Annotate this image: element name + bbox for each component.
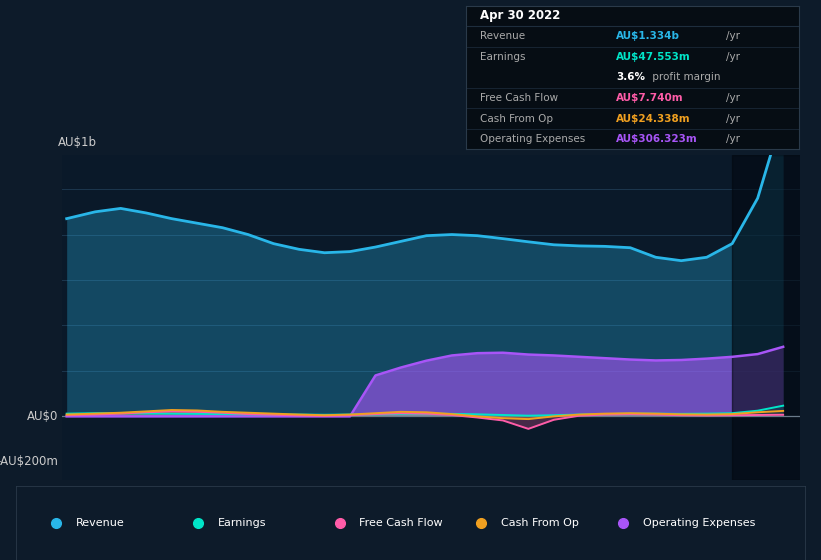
Text: Revenue: Revenue <box>479 31 525 41</box>
Text: 3.6%: 3.6% <box>616 72 645 82</box>
Text: AU$1.334b: AU$1.334b <box>616 31 680 41</box>
Text: Cash From Op: Cash From Op <box>501 518 579 528</box>
Text: Free Cash Flow: Free Cash Flow <box>479 93 557 103</box>
Text: /yr: /yr <box>726 114 740 124</box>
Text: 2022: 2022 <box>735 496 764 509</box>
Text: 2020: 2020 <box>531 496 561 509</box>
Text: Revenue: Revenue <box>76 518 124 528</box>
Text: 2017: 2017 <box>225 496 255 509</box>
Text: 2019: 2019 <box>429 496 459 509</box>
Text: /yr: /yr <box>726 52 740 62</box>
Text: Operating Expenses: Operating Expenses <box>479 134 585 144</box>
Text: /yr: /yr <box>726 134 740 144</box>
Text: 2018: 2018 <box>327 496 356 509</box>
Text: AU$1b: AU$1b <box>57 136 97 148</box>
Text: Operating Expenses: Operating Expenses <box>643 518 755 528</box>
Text: AU$0: AU$0 <box>26 410 57 423</box>
Text: AU$306.323m: AU$306.323m <box>616 134 698 144</box>
Text: AU$24.338m: AU$24.338m <box>616 114 690 124</box>
Text: profit margin: profit margin <box>649 72 721 82</box>
Text: /yr: /yr <box>726 93 740 103</box>
Text: Earnings: Earnings <box>479 52 525 62</box>
Text: -AU$200m: -AU$200m <box>0 455 57 468</box>
Text: Free Cash Flow: Free Cash Flow <box>360 518 443 528</box>
Text: 2021: 2021 <box>633 496 663 509</box>
Text: /yr: /yr <box>726 31 740 41</box>
Text: Earnings: Earnings <box>218 518 266 528</box>
Text: AU$7.740m: AU$7.740m <box>616 93 684 103</box>
Text: AU$47.553m: AU$47.553m <box>616 52 690 62</box>
Text: Apr 30 2022: Apr 30 2022 <box>479 10 560 22</box>
Text: Cash From Op: Cash From Op <box>479 114 553 124</box>
Bar <box>732 155 810 480</box>
Text: 2016: 2016 <box>123 496 153 509</box>
